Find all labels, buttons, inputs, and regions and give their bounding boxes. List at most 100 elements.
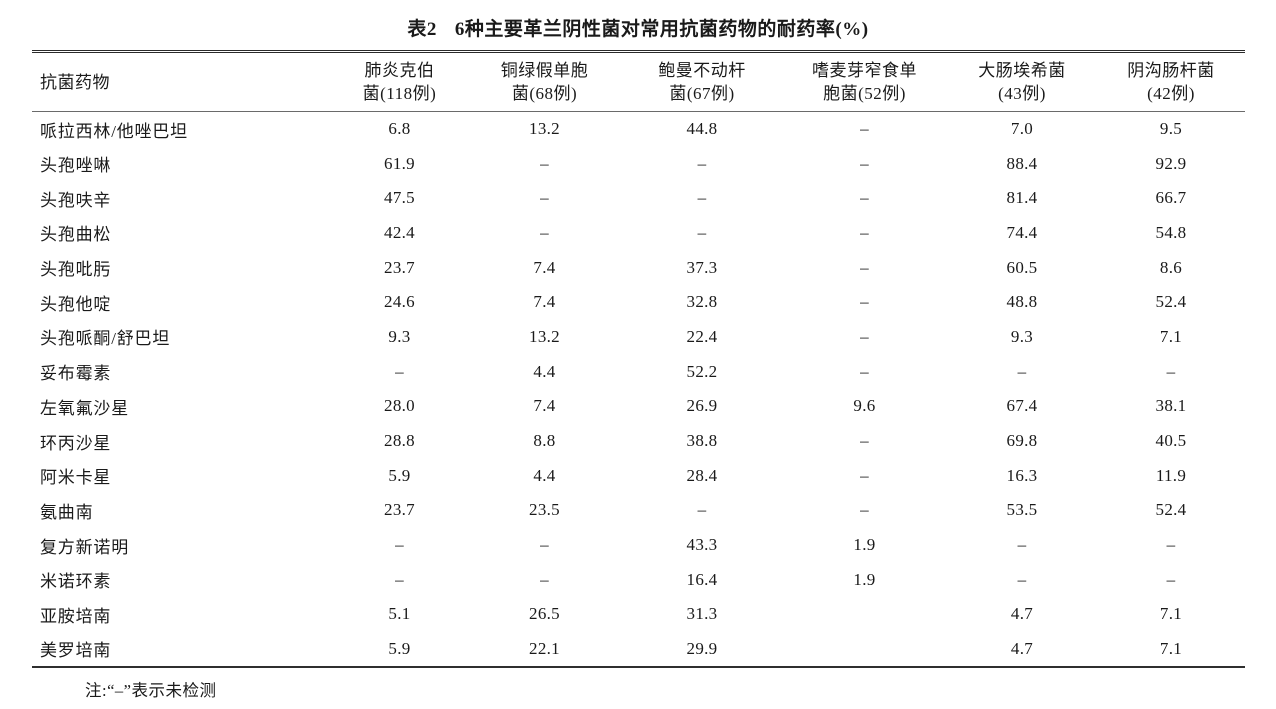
col-header-text: 肺炎克伯 — [364, 61, 435, 80]
resistance-value-cell: 32.8 — [686, 292, 718, 312]
resistance-value-cell: 47.5 — [384, 188, 415, 208]
resistance-value-cell: – — [860, 188, 869, 208]
resistance-value-cell: 52.2 — [686, 361, 718, 381]
resistance-value-cell: 13.2 — [529, 119, 560, 139]
table-row: 左氧氟沙星 28.0 7.4 26.9 9.6 67.4 38.1 — [32, 389, 1245, 424]
col-header-enterobacter-cloacae: 阴沟肠杆菌 (42例) — [1097, 51, 1245, 112]
table-row: 复方新诺明 – – 43.3 1.9 – – — [32, 528, 1245, 563]
drug-name: 头孢吡肟 — [40, 260, 112, 280]
col-header-text: (43例) — [998, 84, 1046, 103]
resistance-value-cell: 7.1 — [1159, 638, 1183, 658]
table-row: 头孢曲松 42.4 – – – 74.4 54.8 — [32, 216, 1245, 251]
drug-name: 妥布霉素 — [40, 364, 112, 384]
resistance-value-cell: 28.4 — [686, 465, 718, 485]
resistance-value-cell: 11.9 — [1155, 465, 1187, 485]
col-header-text: 菌(67例) — [669, 84, 735, 103]
col-header-text: 铜绿假单胞 — [500, 61, 589, 80]
col-header-text: 菌(68例) — [511, 84, 578, 103]
table-row: 妥布霉素 – 4.4 52.2 – – – — [32, 354, 1245, 389]
table-row: 阿米卡星 5.9 4.4 28.4 – 16.3 11.9 — [32, 458, 1245, 493]
col-header-text: 鲍曼不动杆 — [658, 61, 746, 80]
table-row: 美罗培南 5.9 22.1 29.9 4.7 7.1 — [32, 632, 1245, 667]
resistance-value-cell: 26.9 — [686, 396, 718, 416]
resistance-value-cell: – — [540, 222, 549, 242]
table-body: 哌拉西林/他唑巴坦 6.8 13.2 44.8 – 7.0 9.5 头孢唑啉 61.9 – – – 88… — [32, 112, 1245, 667]
col-header-text: 菌(118例) — [362, 84, 437, 103]
resistance-value-cell: – — [540, 535, 549, 555]
resistance-value-cell: 8.6 — [1159, 257, 1183, 277]
col-header-text: 大肠埃希菌 — [978, 61, 1066, 80]
drug-name: 亚胺培南 — [40, 606, 112, 626]
table-row: 头孢哌酮/舒巴坦 9.3 13.2 22.4 – 9.3 7.1 — [32, 320, 1245, 355]
header-row: 抗菌药物 肺炎克伯 菌(118例) 铜绿假单胞 菌(68例) 鲍曼不动杆 菌(6… — [32, 51, 1245, 112]
resistance-value-cell: 22.1 — [529, 638, 560, 658]
table-row: 头孢呋辛 47.5 – – – 81.4 66.7 — [32, 181, 1245, 216]
table-row: 亚胺培南 5.1 26.5 31.3 4.7 7.1 — [32, 597, 1245, 632]
resistance-value-cell: 26.5 — [529, 604, 560, 624]
drug-name: 左氧氟沙星 — [40, 398, 129, 418]
resistance-value-cell: 8.8 — [533, 431, 556, 451]
resistance-value-cell: 9.5 — [1159, 119, 1183, 139]
resistance-value-cell: – — [697, 153, 707, 173]
table-row: 哌拉西林/他唑巴坦 6.8 13.2 44.8 – 7.0 9.5 — [32, 112, 1245, 147]
resistance-value-cell: 7.4 — [533, 257, 556, 277]
table-title: 表2 6种主要革兰阴性菌对常用抗菌药物的耐药率(%) — [0, 0, 1276, 50]
resistance-value-cell: 42.4 — [384, 222, 415, 242]
drug-name: 阿米卡星 — [40, 468, 112, 488]
resistance-value-cell: 52.4 — [1155, 500, 1187, 520]
resistance-value-cell: 66.7 — [1155, 188, 1187, 208]
resistance-value-cell: 60.5 — [1006, 257, 1038, 277]
resistance-value-cell: 48.8 — [1006, 292, 1038, 312]
table-row: 头孢他啶 24.6 7.4 32.8 – 48.8 52.4 — [32, 285, 1245, 320]
drug-name: 哌拉西林/他唑巴坦 — [40, 121, 188, 141]
resistance-value-cell — [782, 632, 947, 667]
resistance-value-cell: 81.4 — [1006, 188, 1038, 208]
col-header-text: (42例) — [1147, 84, 1195, 103]
resistance-value-cell: 24.6 — [384, 292, 415, 312]
resistance-value-cell: – — [540, 188, 549, 208]
col-header-antibacterial-drug: 抗菌药物 — [32, 51, 332, 112]
resistance-value-cell: 4.4 — [533, 465, 556, 485]
resistance-value-cell: – — [860, 119, 869, 139]
resistance-value-cell: 29.9 — [686, 638, 718, 658]
col-header-text: 胞菌(52例) — [823, 84, 906, 103]
resistance-value-cell: 52.4 — [1155, 292, 1187, 312]
drug-name: 复方新诺明 — [40, 537, 129, 557]
resistance-value-cell: 6.8 — [388, 119, 411, 139]
resistance-value-cell: 16.3 — [1006, 465, 1038, 485]
resistance-value-cell: 92.9 — [1155, 153, 1187, 173]
drug-name: 头孢哌酮/舒巴坦 — [40, 329, 171, 349]
resistance-value-cell: 7.1 — [1159, 604, 1183, 624]
resistance-value-cell: 22.4 — [686, 326, 718, 346]
resistance-value-cell: – — [395, 535, 404, 555]
col-header-pseudomonas-aeruginosa: 铜绿假单胞 菌(68例) — [467, 51, 622, 112]
resistance-value-cell: 5.9 — [388, 638, 411, 658]
resistance-value-cell: – — [860, 222, 869, 242]
resistance-value-cell: 54.8 — [1155, 222, 1187, 242]
resistance-value-cell: 37.3 — [686, 257, 718, 277]
table-row: 环丙沙星 28.8 8.8 38.8 – 69.8 40.5 — [32, 424, 1245, 459]
resistance-value-cell: – — [395, 569, 404, 589]
resistance-value-cell: 13.2 — [529, 326, 560, 346]
resistance-value-cell: 16.4 — [686, 569, 718, 589]
resistance-value-cell: 9.3 — [388, 326, 411, 346]
drug-name: 头孢呋辛 — [40, 190, 112, 210]
resistance-value-cell: – — [697, 500, 707, 520]
table-row: 头孢吡肟 23.7 7.4 37.3 – 60.5 8.6 — [32, 250, 1245, 285]
resistance-value-cell: 69.8 — [1006, 431, 1038, 451]
resistance-value-cell: – — [860, 292, 869, 312]
table-row: 头孢唑啉 61.9 – – – 88.4 92.9 — [32, 146, 1245, 181]
resistance-value-cell — [782, 597, 947, 632]
resistance-value-cell: 4.7 — [1010, 604, 1034, 624]
table-footnote: 注:“–”表示未检测 — [85, 680, 217, 700]
resistance-value-cell: – — [1166, 535, 1176, 555]
resistance-value-cell: – — [1166, 569, 1176, 589]
resistance-value-cell: 44.8 — [686, 119, 718, 139]
resistance-value-cell: 5.9 — [388, 465, 411, 485]
resistance-value-cell: 61.9 — [384, 153, 415, 173]
resistance-value-cell: 28.0 — [384, 396, 415, 416]
resistance-value-cell: – — [540, 153, 549, 173]
resistance-value-cell: 88.4 — [1006, 153, 1038, 173]
col-header-text: 抗菌药物 — [40, 72, 110, 92]
